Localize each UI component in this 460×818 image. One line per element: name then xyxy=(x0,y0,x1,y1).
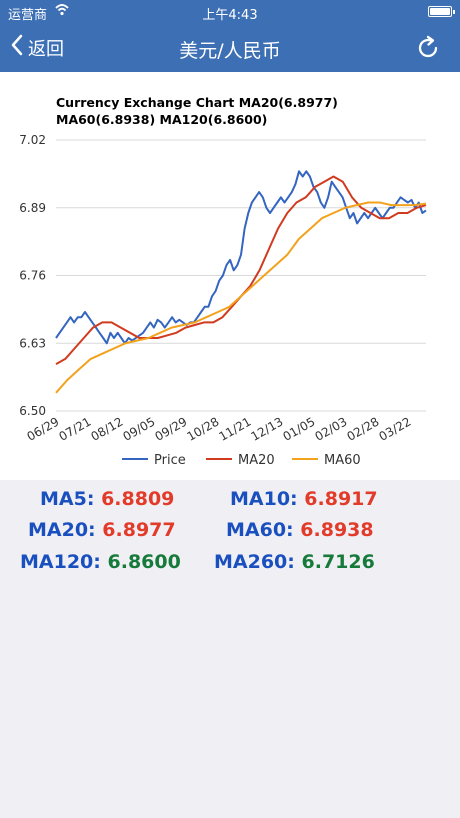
x-tick-label: 09/05 xyxy=(121,414,158,443)
ma10-label: MA10: xyxy=(230,488,298,510)
y-tick-label: 6.63 xyxy=(19,336,46,350)
exchange-rate-chart: 7.02 6.89 6.76 6.63 6.5006/2907/2108/1209/05… xyxy=(19,133,427,468)
ma5-label: MA5: xyxy=(40,488,95,510)
ma5-stat: MA5: 6.8809 xyxy=(40,488,174,510)
refresh-button[interactable] xyxy=(414,34,442,62)
ma60-value: 6.8938 xyxy=(300,519,374,541)
refresh-icon xyxy=(418,35,438,58)
x-tick-label: 10/28 xyxy=(185,414,222,443)
wifi-icon xyxy=(54,2,70,22)
status-time: 上午4:43 xyxy=(202,8,258,23)
x-tick-label: 09/29 xyxy=(153,414,190,443)
ma5-value: 6.8809 xyxy=(101,488,175,510)
chart-title: Currency Exchange Chart MA20(6.8977) MA6… xyxy=(56,95,338,127)
y-tick-label: 6.50 xyxy=(19,404,46,418)
ma260-label: MA260: xyxy=(214,551,295,573)
page-title: 美元/人民币 xyxy=(179,40,281,62)
series-line-ma60 xyxy=(55,201,427,394)
back-label: 返回 xyxy=(28,39,64,60)
back-button[interactable]: 返回 xyxy=(10,34,64,62)
x-tick-label: 06/29 xyxy=(25,414,62,443)
ma20-label: MA20: xyxy=(28,519,96,541)
series-line-price xyxy=(55,170,427,345)
legend-label: MA60 xyxy=(324,453,361,468)
ma10-value: 6.8917 xyxy=(304,488,378,510)
legend-label: Price xyxy=(154,453,186,468)
ma260-stat: MA260: 6.7126 xyxy=(214,551,375,573)
carrier-label: 运营商 xyxy=(8,8,48,23)
ma20-stat: MA20: 6.8977 xyxy=(28,519,176,541)
legend-label: MA20 xyxy=(238,453,275,468)
x-tick-label: 01/05 xyxy=(281,414,318,443)
battery-icon xyxy=(428,6,455,17)
header: 运营商 上午4:43 返回 美元/人民币 xyxy=(0,0,460,72)
ma60-stat: MA60: 6.8938 xyxy=(226,519,374,541)
x-tick-label: 11/21 xyxy=(217,414,254,443)
x-tick-label: 08/12 xyxy=(89,414,126,443)
y-tick-label: 6.76 xyxy=(19,269,46,283)
nav-bar: 返回 美元/人民币 xyxy=(0,24,460,72)
chart-panel: Currency Exchange Chart MA20(6.8977) MA6… xyxy=(0,72,460,480)
ma120-stat: MA120: 6.8600 xyxy=(20,551,181,573)
ma10-stat: MA10: 6.8917 xyxy=(230,488,378,510)
ma20-value: 6.8977 xyxy=(102,519,176,541)
x-tick-label: 07/21 xyxy=(57,414,94,443)
y-tick-label: 6.89 xyxy=(19,201,46,215)
x-tick-label: 02/28 xyxy=(345,414,382,443)
x-tick-label: 03/22 xyxy=(377,414,414,443)
ma260-value: 6.7126 xyxy=(301,551,375,573)
chevron-left-icon xyxy=(10,34,24,62)
ma120-label: MA120: xyxy=(20,551,101,573)
status-bar: 运营商 上午4:43 xyxy=(0,0,460,24)
x-tick-label: 02/03 xyxy=(313,414,350,443)
ma60-label: MA60: xyxy=(226,519,294,541)
ma120-value: 6.8600 xyxy=(107,551,181,573)
x-tick-label: 12/13 xyxy=(249,414,286,443)
y-tick-label: 7.02 xyxy=(19,133,46,147)
